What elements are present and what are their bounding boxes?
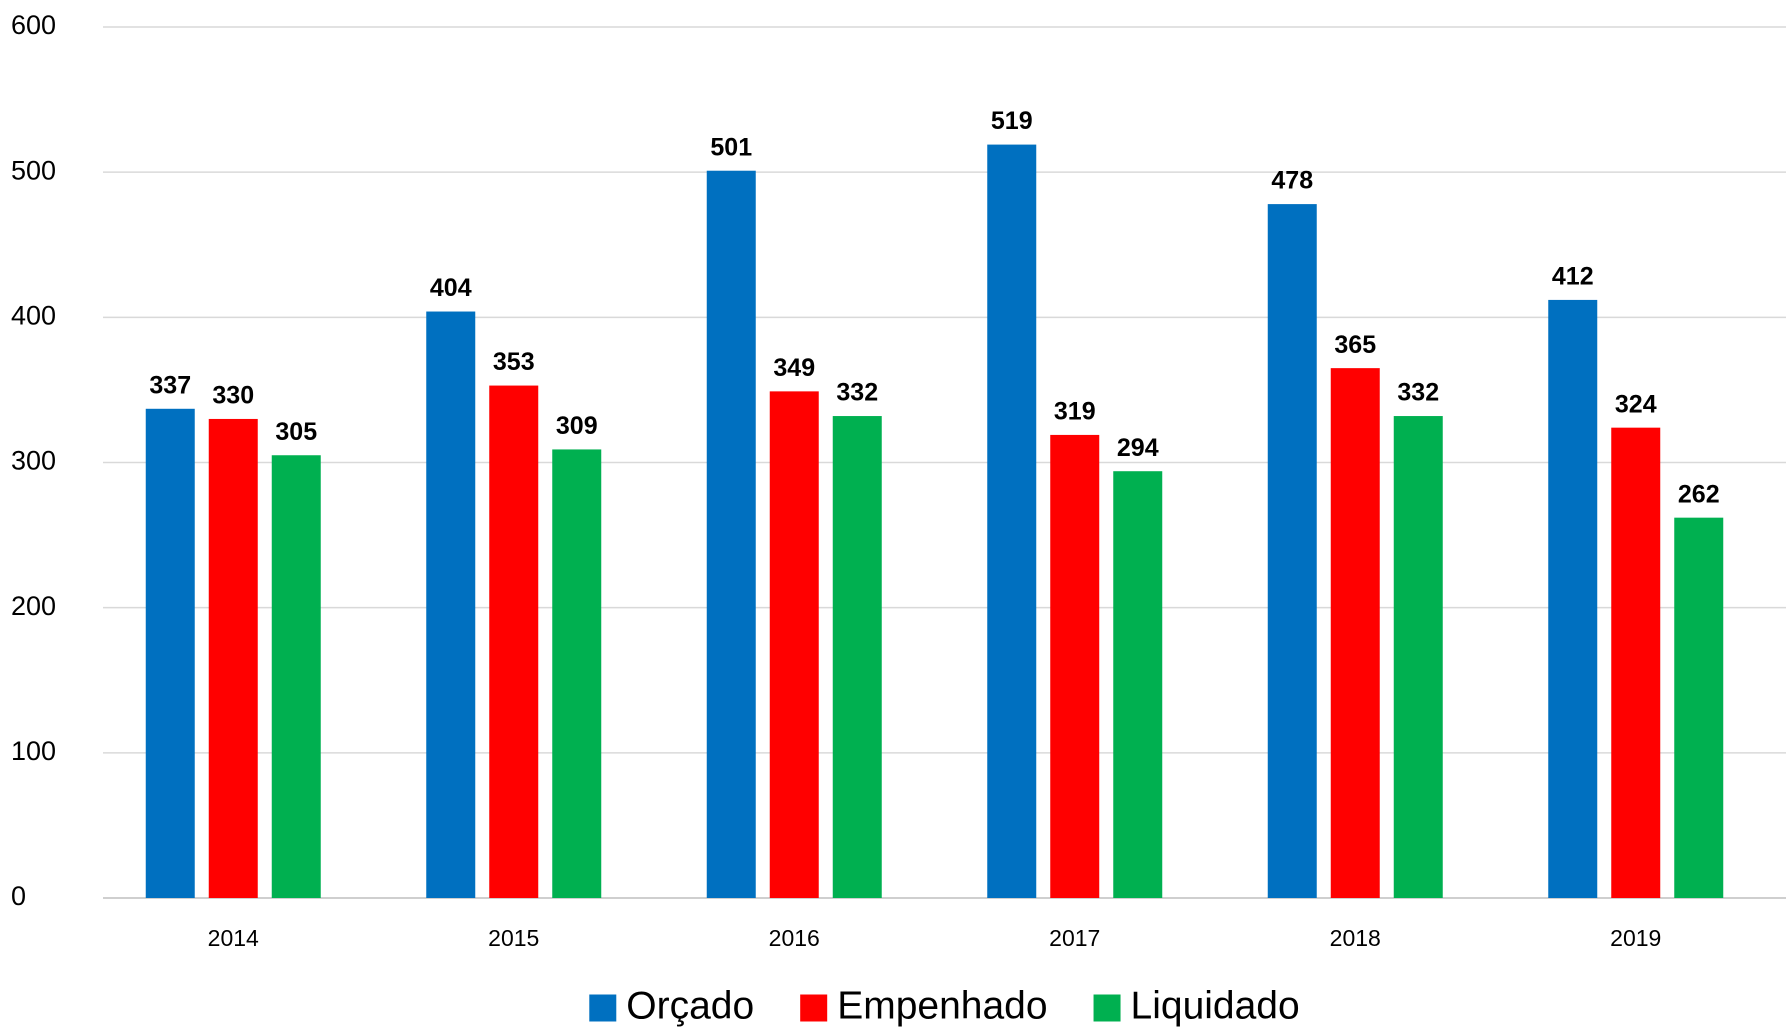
- legend-label: Orçado: [626, 984, 754, 1027]
- data-label: 365: [1334, 331, 1376, 359]
- data-label: 305: [275, 418, 317, 446]
- bar: [706, 170, 756, 899]
- bar: [1267, 204, 1317, 898]
- legend-swatch: [589, 994, 617, 1022]
- x-tick-label: 2015: [488, 925, 539, 951]
- bar: [1393, 416, 1443, 898]
- legend-swatch: [1093, 994, 1121, 1022]
- bar: [426, 311, 476, 898]
- y-tick-label: 100: [11, 736, 56, 766]
- x-tick-label: 2016: [769, 925, 820, 951]
- bar: [769, 391, 819, 898]
- y-tick-label: 600: [11, 10, 56, 40]
- bar: [1050, 434, 1100, 898]
- legend-label: Liquidado: [1131, 984, 1300, 1027]
- bar: [145, 408, 195, 898]
- bar: [271, 455, 321, 898]
- bar: [987, 144, 1037, 898]
- bar: [1674, 517, 1724, 898]
- x-tick-label: 2019: [1610, 925, 1661, 951]
- bar: [1113, 471, 1163, 898]
- bar: [1611, 427, 1661, 898]
- y-tick-label: 200: [11, 591, 56, 621]
- data-label: 501: [710, 133, 752, 161]
- y-tick-label: 0: [11, 881, 26, 911]
- bar: [489, 385, 539, 899]
- data-label: 478: [1271, 167, 1313, 195]
- data-label: 412: [1552, 263, 1594, 291]
- data-label: 349: [773, 354, 815, 382]
- data-label: 353: [493, 348, 535, 376]
- data-label: 319: [1054, 398, 1096, 426]
- bar: [208, 418, 258, 898]
- x-tick-label: 2018: [1330, 925, 1381, 951]
- bar: [1330, 368, 1380, 898]
- data-label: 337: [149, 371, 191, 399]
- legend-label: Empenhado: [837, 984, 1047, 1027]
- x-tick-label: 2014: [208, 925, 259, 951]
- data-label: 404: [430, 274, 472, 302]
- y-tick-label: 500: [11, 155, 56, 185]
- data-label: 262: [1678, 480, 1720, 508]
- data-label: 519: [991, 107, 1033, 135]
- x-tick-label: 2017: [1049, 925, 1100, 951]
- data-label: 332: [836, 379, 878, 407]
- y-tick-label: 300: [11, 446, 56, 476]
- bar: [832, 416, 882, 898]
- data-label: 324: [1615, 390, 1657, 418]
- data-label: 294: [1117, 434, 1159, 462]
- bar: [552, 449, 602, 898]
- y-tick-label: 400: [11, 300, 56, 330]
- legend-swatch: [800, 994, 828, 1022]
- data-label: 309: [556, 412, 598, 440]
- data-label: 332: [1397, 379, 1439, 407]
- bar: [1548, 299, 1598, 898]
- data-label: 330: [212, 382, 254, 410]
